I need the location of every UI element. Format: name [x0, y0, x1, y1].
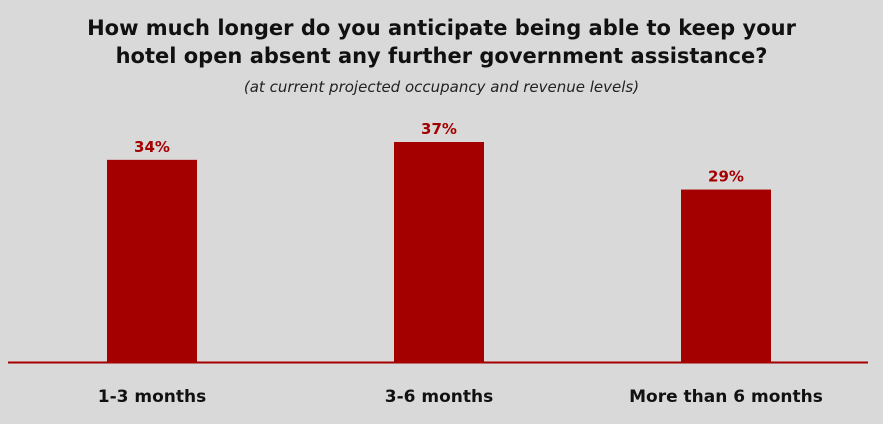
value-labels-group: 34% 37% 29% [134, 120, 744, 186]
value-label-2: 37% [421, 120, 457, 138]
bar-3 [681, 189, 771, 362]
chart-title: How much longer do you anticipate being … [0, 14, 883, 70]
category-label-1: 1-3 months [98, 387, 206, 407]
category-label-2: 3-6 months [385, 387, 493, 407]
bar-2 [394, 142, 484, 362]
bar-1 [107, 159, 197, 362]
bars-group [107, 142, 771, 362]
value-label-3: 29% [708, 168, 744, 186]
category-labels-group: 1-3 months 3-6 months More than 6 months [98, 387, 823, 407]
value-label-1: 34% [134, 138, 170, 156]
chart-subtitle: (at current projected occupancy and reve… [243, 78, 640, 96]
category-label-3: More than 6 months [629, 387, 823, 407]
chart-title-line-2: hotel open absent any further government… [115, 44, 768, 68]
chart-title-line-1: How much longer do you anticipate being … [87, 16, 796, 40]
